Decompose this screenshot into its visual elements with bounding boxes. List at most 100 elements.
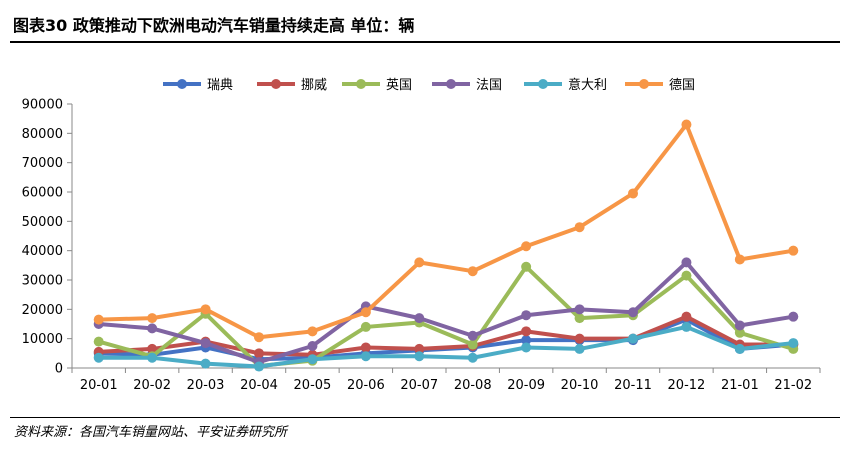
y-tick-label: 40000 [22, 244, 63, 259]
data-point [628, 307, 638, 318]
y-tick-label: 0 [55, 362, 63, 377]
x-tick-label: 21-01 [721, 378, 759, 393]
data-point [467, 330, 478, 341]
data-point [254, 348, 264, 359]
title-underline [10, 41, 840, 43]
data-point [307, 326, 318, 337]
data-point [628, 333, 638, 344]
data-point [414, 343, 425, 354]
data-point [360, 342, 371, 353]
data-point [93, 352, 104, 363]
legend-item: 德国 [625, 78, 695, 93]
data-point [681, 257, 692, 268]
legend-item: 瑞典 [163, 78, 233, 93]
data-point [521, 310, 532, 321]
x-tick-label: 20-06 [347, 378, 385, 393]
data-point [200, 358, 211, 369]
data-point [788, 338, 799, 349]
line-chart: 0 10000 20000 30000 40000 50000 60000 70000 8000… [22, 77, 821, 393]
data-point [521, 261, 532, 272]
data-point [414, 351, 425, 362]
series-德国 [93, 119, 799, 343]
y-tick-label: 10000 [22, 332, 63, 347]
legend-label: 挪威 [301, 78, 327, 93]
data-point [681, 119, 692, 130]
data-point [734, 343, 745, 354]
series-line [96, 314, 796, 357]
x-tick-label: 20-05 [294, 378, 332, 393]
data-point [734, 320, 745, 331]
legend-label: 法国 [476, 78, 502, 93]
y-tick-label: 90000 [22, 98, 63, 113]
y-tick-label: 80000 [22, 127, 63, 142]
data-point [521, 335, 532, 346]
data-point [574, 313, 585, 324]
data-point [360, 321, 371, 332]
data-point [734, 254, 745, 265]
figure-title: 图表30 政策推动下欧洲电动汽车销量持续走高 单位：辆 [13, 16, 415, 35]
data-point [307, 341, 318, 351]
x-tick-label: 20-11 [614, 378, 652, 393]
data-point [788, 311, 799, 322]
data-point [360, 307, 371, 318]
data-point [200, 338, 211, 349]
data-point [467, 352, 478, 363]
legend-item: 英国 [342, 78, 412, 93]
data-point [307, 354, 318, 365]
source-divider [10, 417, 840, 418]
source-note: 资料来源：各国汽车销量网站、平安证券研究所 [14, 425, 288, 440]
data-point [521, 241, 532, 252]
x-tick-label: 20-03 [187, 378, 225, 393]
x-tick-label: 20-02 [133, 378, 171, 393]
y-tick-label: 20000 [22, 303, 63, 318]
series-line [96, 122, 796, 340]
legend-item: 意大利 [524, 77, 607, 93]
legend-label: 瑞典 [207, 78, 233, 93]
legend-marker [639, 79, 649, 89]
data-point [360, 351, 371, 362]
data-point [521, 342, 532, 353]
x-tick-label: 20-04 [240, 378, 278, 393]
data-point [628, 188, 638, 199]
data-point [200, 304, 211, 315]
series-layer [93, 119, 799, 372]
series-英国 [93, 261, 799, 371]
x-axis: 20-01 20-02 20-03 20-04 20-05 20-06 20-07 20-08… [71, 367, 821, 393]
x-tick-label: 20-10 [561, 378, 599, 393]
legend-marker [356, 79, 366, 89]
data-point [788, 245, 799, 256]
data-point [93, 314, 104, 325]
data-point [734, 327, 745, 338]
series-line [96, 264, 796, 368]
data-point [467, 266, 478, 277]
legend-item: 挪威 [257, 78, 327, 93]
data-point [254, 361, 264, 372]
data-point [681, 270, 692, 281]
legend-marker [446, 79, 456, 89]
data-point [147, 323, 158, 334]
data-point [147, 352, 158, 363]
data-point [414, 257, 425, 268]
data-point [574, 222, 585, 233]
legend-marker [271, 79, 281, 89]
x-tick-label: 20-09 [507, 378, 545, 393]
data-point [521, 326, 532, 337]
legend-marker [538, 79, 548, 89]
y-tick-label: 50000 [22, 215, 63, 230]
x-tick-label: 20-08 [454, 378, 492, 393]
data-point [414, 313, 425, 324]
data-point [93, 336, 104, 347]
data-point [681, 311, 692, 322]
legend-label: 德国 [669, 78, 695, 93]
series-line [96, 324, 796, 369]
data-point [467, 339, 478, 350]
x-tick-label: 20-07 [400, 378, 438, 393]
y-axis: 0 10000 20000 30000 40000 50000 60000 70000 8000… [22, 98, 73, 377]
data-point [574, 343, 585, 354]
x-tick-label: 21-02 [774, 378, 812, 393]
legend: 瑞典 挪威 英国 法国 意大利 德国 [163, 77, 695, 93]
data-point [574, 304, 585, 315]
legend-label: 意大利 [568, 77, 607, 93]
legend-item: 法国 [432, 78, 502, 93]
series-意大利 [93, 321, 799, 372]
